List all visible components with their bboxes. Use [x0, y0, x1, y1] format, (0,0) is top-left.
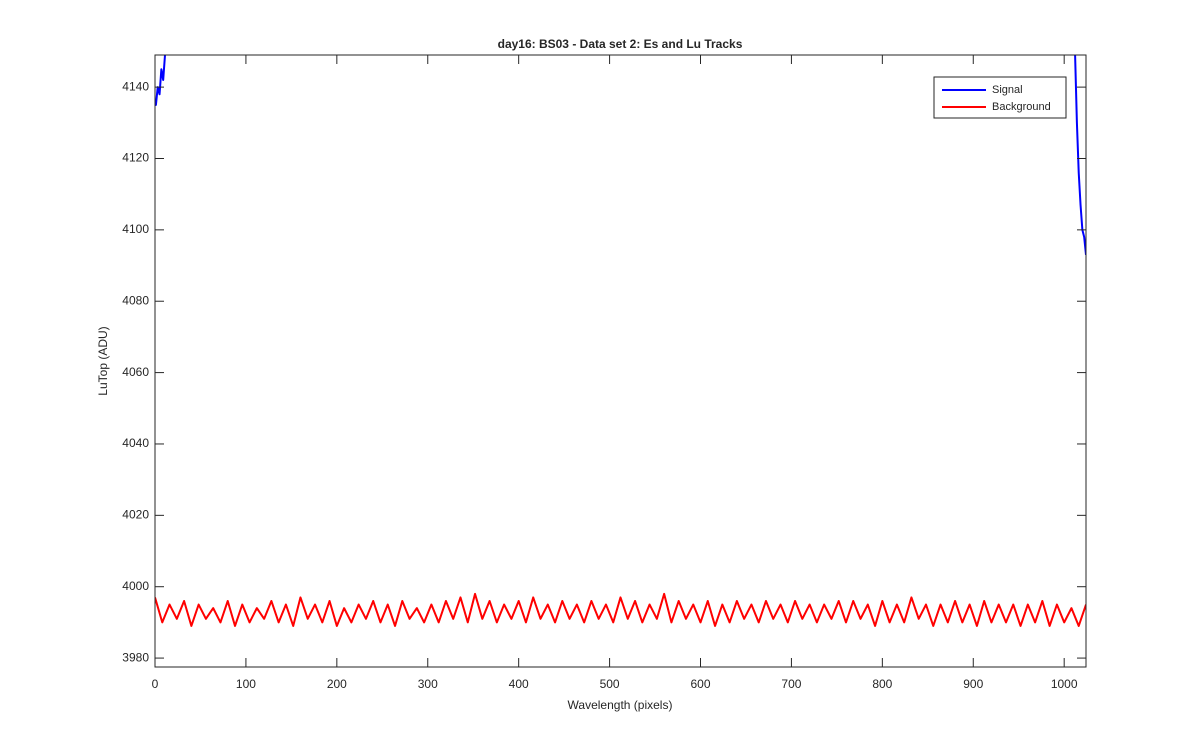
series-line	[155, 592, 1086, 627]
y-tick-label: 4100	[122, 222, 149, 236]
legend-label: Background	[992, 101, 1051, 113]
series-line	[155, 55, 1086, 255]
x-tick-label: 1000	[1051, 677, 1078, 691]
x-tick-label: 400	[509, 677, 529, 691]
y-tick-label: 3980	[122, 650, 149, 664]
x-tick-label: 600	[690, 677, 710, 691]
y-tick-label: 4120	[122, 151, 149, 165]
y-tick-label: 4060	[122, 365, 149, 379]
x-tick-label: 100	[236, 677, 256, 691]
x-tick-label: 0	[152, 677, 159, 691]
y-tick-label: 4140	[122, 79, 149, 93]
y-tick-label: 4080	[122, 293, 149, 307]
y-tick-label: 4000	[122, 579, 149, 593]
chart-title: day16: BS03 - Data set 2: Es and Lu Trac…	[498, 37, 743, 51]
x-tick-label: 200	[327, 677, 347, 691]
x-tick-label: 800	[872, 677, 892, 691]
x-tick-label: 300	[418, 677, 438, 691]
y-tick-label: 4020	[122, 508, 149, 522]
axes-box	[154, 54, 1087, 668]
plot-area	[155, 55, 1086, 627]
y-axis-label: LuTop (ADU)	[96, 326, 110, 395]
legend-box	[933, 76, 1067, 119]
x-tick-label: 900	[963, 677, 983, 691]
x-tick-label: 700	[781, 677, 801, 691]
y-tick-label: 4040	[122, 436, 149, 450]
x-axis-label: Wavelength (pixels)	[568, 698, 673, 712]
x-tick-label: 500	[600, 677, 620, 691]
legend-label: Signal	[992, 84, 1023, 96]
